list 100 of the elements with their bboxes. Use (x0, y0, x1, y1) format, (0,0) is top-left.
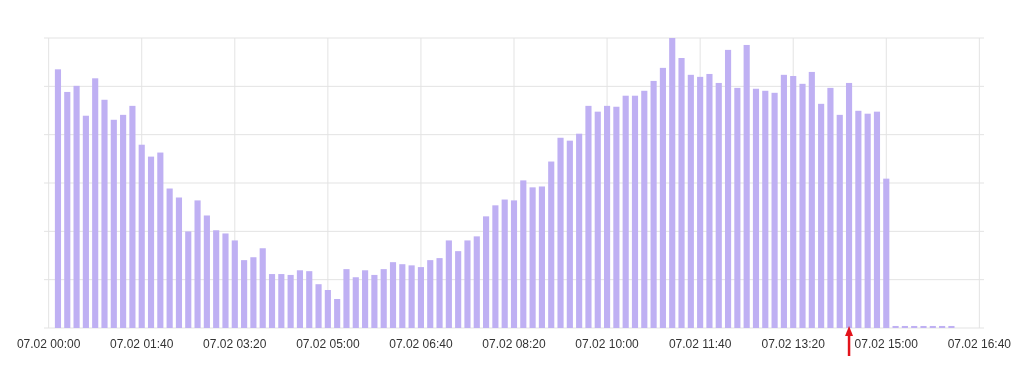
bar (697, 76, 704, 328)
bar (147, 156, 155, 328)
bar (529, 187, 536, 328)
bar (864, 113, 871, 328)
bar (334, 299, 341, 328)
bar (101, 99, 108, 328)
bar (808, 71, 815, 328)
bar (417, 267, 424, 328)
x-tick-label: 07.02 11:40 (668, 337, 732, 351)
bar (464, 240, 471, 328)
bar (324, 290, 331, 328)
bar (82, 115, 89, 328)
bar (678, 58, 685, 328)
bar (892, 325, 899, 328)
bar (203, 215, 210, 328)
bar (929, 325, 936, 328)
x-tick-label: 07.02 00:00 (16, 337, 81, 351)
bar (622, 95, 629, 328)
bar (883, 178, 890, 328)
bar (594, 111, 601, 328)
bar (73, 85, 80, 328)
bar (315, 284, 322, 328)
bar (185, 231, 192, 328)
bar (296, 270, 304, 328)
bar (687, 74, 694, 328)
bar (427, 260, 434, 328)
bar (194, 200, 201, 328)
bar (371, 274, 378, 328)
bar (362, 270, 369, 328)
bar (939, 325, 946, 328)
bar (92, 78, 99, 328)
bar (799, 83, 806, 328)
bar (818, 103, 825, 328)
bar (436, 258, 443, 328)
bar (752, 88, 760, 328)
bar (54, 69, 62, 328)
bar (231, 240, 238, 328)
bar (557, 137, 564, 328)
bar (175, 197, 183, 328)
bar (492, 205, 499, 328)
bar (576, 133, 583, 328)
bar (855, 110, 862, 328)
bar (157, 152, 164, 328)
bar (138, 144, 145, 328)
bar (455, 251, 462, 328)
bar (445, 240, 452, 328)
bar (631, 95, 639, 328)
bar (641, 90, 648, 328)
bar (734, 87, 741, 328)
x-tick-label: 07.02 10:00 (575, 337, 640, 351)
bar (278, 274, 285, 328)
x-tick-label: 07.02 08:20 (482, 337, 547, 351)
bar (241, 260, 248, 328)
bar (724, 49, 732, 328)
x-tick-label: 07.02 13:20 (761, 337, 826, 351)
bar (483, 216, 490, 328)
bar (771, 92, 778, 328)
x-tick-label: 07.02 03:20 (203, 337, 267, 351)
bar (306, 271, 313, 328)
bar (706, 73, 713, 328)
bar (911, 325, 918, 328)
bar (222, 233, 229, 328)
bar (836, 114, 843, 328)
x-tick-label: 07.02 15:00 (854, 337, 919, 351)
bar (380, 269, 387, 328)
bar (604, 105, 611, 328)
bar (287, 274, 294, 328)
bar (901, 325, 908, 328)
bar (213, 230, 220, 328)
x-tick-label: 07.02 05:00 (296, 337, 360, 351)
bar (613, 106, 620, 328)
bar (268, 274, 276, 328)
bar (780, 74, 787, 328)
bar (948, 325, 955, 328)
bar (659, 67, 666, 328)
bar (548, 161, 555, 328)
bar (389, 262, 397, 328)
x-tick-label: 07.02 16:40 (947, 337, 1012, 351)
bar (669, 38, 676, 328)
bar (399, 264, 406, 328)
bar (650, 80, 657, 328)
bar (64, 91, 71, 328)
bar (538, 186, 545, 328)
bar (920, 325, 927, 328)
bar (110, 119, 117, 328)
bar (520, 180, 527, 328)
bar (166, 188, 173, 328)
bar (743, 44, 750, 328)
bar (566, 140, 573, 328)
bar (259, 248, 266, 328)
bar (790, 75, 797, 328)
bar (501, 199, 508, 328)
bar (343, 269, 350, 328)
bar (510, 200, 518, 328)
x-tick-label: 07.02 06:40 (389, 337, 453, 351)
bar (250, 257, 257, 328)
bar (762, 90, 769, 328)
bar (129, 105, 136, 328)
bar (473, 236, 480, 328)
bar (585, 105, 592, 328)
